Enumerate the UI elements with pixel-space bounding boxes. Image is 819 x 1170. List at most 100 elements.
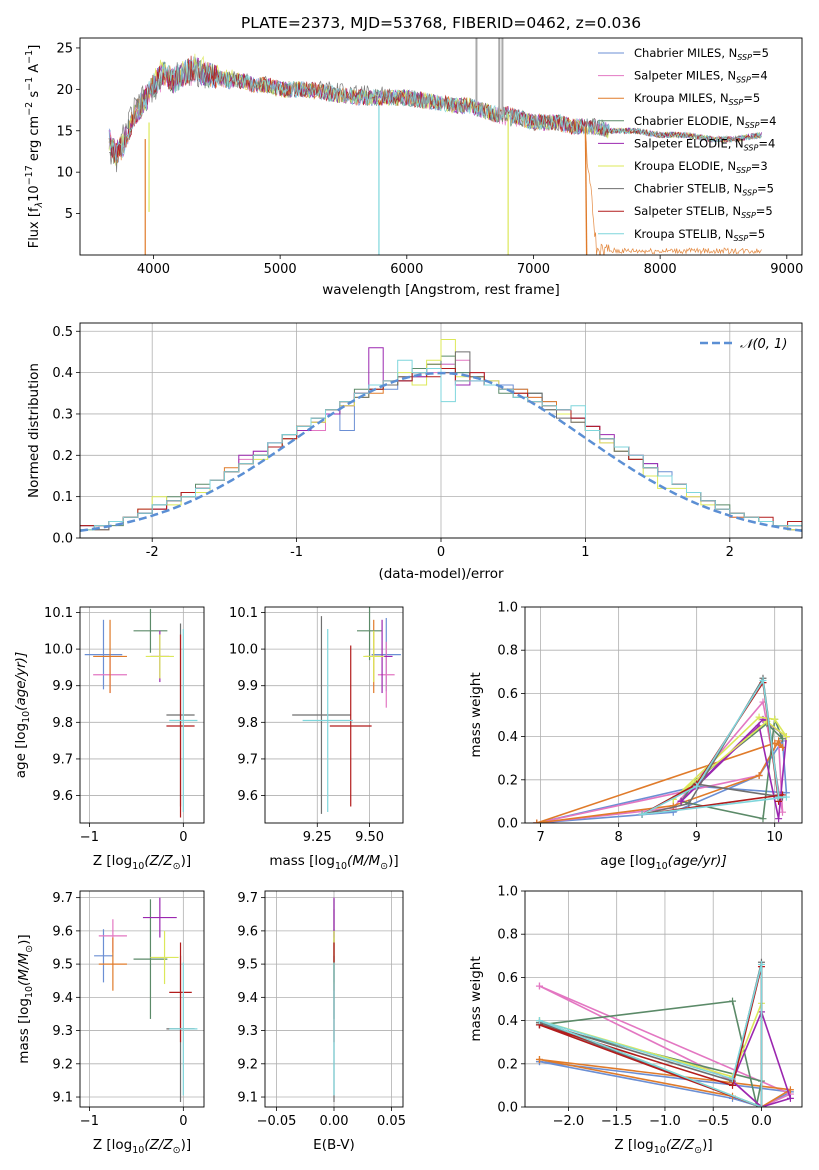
y-tick-label: 0.0: [497, 817, 518, 832]
axes-frame: [79, 37, 803, 256]
x-tick-label: 9.50: [355, 830, 384, 845]
y-tick-label: 10.1: [229, 606, 258, 621]
plus-marker: [729, 997, 737, 1005]
y-tick-label: 9.7: [237, 891, 258, 906]
x-tick-label: −1: [80, 1114, 99, 1129]
y-tick-label: 20: [56, 83, 73, 98]
plus-marker: [782, 733, 790, 741]
y-tick-label: 9.1: [237, 1091, 258, 1106]
y-tick-label: 0.0: [497, 1101, 518, 1116]
y-tick-label: 0.5: [52, 325, 73, 340]
residual-histogram-panel: -2 -1 0 1 2 0.0 0.1 0.2 0.3 0.4 0.5 𝒩(0, 1) (data-mo…: [26, 322, 803, 582]
y-tick-label: 9.8: [52, 716, 73, 731]
x-tick-label: 0.05: [377, 1114, 406, 1129]
plus-marker: [685, 800, 693, 808]
y-tick-label: 9.9: [52, 679, 73, 694]
y-tick-label: 0.8: [497, 644, 518, 659]
plus-marker: [786, 1094, 794, 1102]
spectrum-panel: 4000 5000 6000 7000 8000 9000 5 10 15 20 25 PLATE=2…: [24, 14, 803, 298]
x-tick-label: −1.5: [601, 1114, 633, 1129]
y-tick-label: 9.2: [52, 1057, 73, 1072]
y-tick-label: 9.1: [52, 1091, 73, 1106]
y-tick-label: 9.5: [237, 958, 258, 973]
y-tick-label: 9.6: [237, 789, 258, 804]
y-tick-label: 9.4: [237, 991, 258, 1006]
x-tick-label: 0: [179, 830, 187, 845]
y-tick-label: 9.7: [52, 891, 73, 906]
x-tick-label: 8000: [644, 262, 677, 277]
y-tick-label: 5: [65, 207, 73, 222]
x-tick-label: 4000: [137, 262, 170, 277]
y-axis-label: Flux [fλ10−17 erg cm−2 s−1 A−1]: [24, 45, 45, 249]
plus-marker: [535, 1055, 543, 1063]
x-tick-label: 6000: [390, 262, 423, 277]
axes-frame: [264, 890, 404, 1108]
spectrum-line-8: [108, 59, 762, 161]
mass-weight-vs-metallicity-panel: −2.0 −1.5 −1.0 −0.5 0.0 0.0 0.2 0.4 0.6 0.8 1.0 Z […: [468, 885, 803, 1156]
mass-vs-metallicity-panel: −1 0 9.1 9.2 9.3 9.4 9.5 9.6 9.7 Z [log10(Z/Z⊙)] m…: [16, 890, 205, 1156]
x-axis-label: age [log10(age/yr)]: [600, 853, 726, 872]
legend-entry: Chabrier ELODIE, NSSP=4: [634, 114, 776, 130]
y-tick-label: 0.6: [497, 971, 518, 986]
x-tick-label: 1: [581, 545, 589, 560]
plus-marker: [782, 793, 790, 801]
axes-frame: [79, 322, 803, 539]
y-tick-label: 1.0: [497, 601, 518, 616]
y-tick-label: 0.4: [52, 366, 73, 381]
x-tick-label: 8: [614, 830, 622, 845]
age-vs-mass-panel: 9.25 9.50 9.6 9.7 9.8 9.9 10.0 10.1 mass [log10(…: [229, 606, 404, 872]
y-tick-label: 9.9: [237, 679, 258, 694]
plus-marker: [535, 982, 543, 990]
mass-weight-line-2: [539, 1058, 793, 1107]
y-tick-label: 25: [56, 41, 73, 56]
x-tick-label: −1.0: [649, 1114, 681, 1129]
legend-entry: Kroupa STELIB, NSSP=5: [634, 227, 765, 243]
y-tick-label: 10.0: [229, 643, 258, 658]
plus-marker: [775, 737, 783, 745]
mass-vs-ebv-panel: −0.05 0.00 0.05 9.1 9.2 9.3 9.4 9.5 9.6 9.7 E(B-V): [237, 890, 406, 1153]
plus-marker: [775, 815, 783, 823]
axes-frame: [524, 606, 803, 824]
plus-marker: [757, 1103, 765, 1107]
axes-frame: [264, 606, 404, 824]
x-tick-label: −0.5: [697, 1114, 729, 1129]
y-axis-label: mass weight: [468, 672, 484, 757]
y-tick-label: 9.3: [52, 1024, 73, 1039]
x-tick-label: -2: [146, 545, 159, 560]
legend-entry: Chabrier MILES, NSSP=5: [634, 46, 769, 62]
gaussian-curve: [79, 371, 803, 533]
legend-entry: Salpeter STELIB, NSSP=5: [634, 204, 773, 220]
x-tick-label: −0.05: [257, 1114, 297, 1129]
mass-weight-line-5: [672, 716, 788, 800]
plus-marker: [759, 815, 767, 823]
y-tick-label: 9.4: [52, 991, 73, 1006]
x-axis-label: Z [log10(Z/Z⊙)]: [614, 1137, 712, 1156]
x-tick-label: −2.0: [553, 1114, 585, 1129]
y-tick-label: 9.8: [237, 716, 258, 731]
legend-entry: Salpeter ELODIE, NSSP=4: [634, 136, 775, 152]
plus-marker: [693, 782, 701, 790]
y-tick-label: 10.1: [44, 606, 73, 621]
y-axis-label: mass [log10(M/M⊙)]: [16, 934, 35, 1063]
x-tick-label: 7: [536, 830, 544, 845]
plus-marker: [755, 713, 763, 721]
plus-marker: [755, 771, 763, 779]
y-tick-label: 0.4: [497, 730, 518, 745]
y-axis-label: age [log10(age/yr)]: [13, 652, 32, 778]
x-tick-label: 9000: [770, 262, 803, 277]
y-tick-label: 9.3: [237, 1024, 258, 1039]
mass-weight-line-8: [641, 678, 787, 816]
y-axis-label: Normed distribution: [26, 363, 42, 498]
y-tick-label: 0.2: [497, 1057, 518, 1072]
plus-marker: [759, 676, 767, 684]
mass-weight-line-7: [539, 966, 763, 1107]
mass-weight-line-0: [539, 1060, 794, 1107]
x-tick-label: 10: [766, 830, 783, 845]
x-tick-label: 0: [179, 1114, 187, 1129]
y-tick-label: 9.7: [52, 752, 73, 767]
chart-title: PLATE=2373, MJD=53768, FIBERID=0462, z=0…: [241, 14, 641, 32]
x-tick-label: 5000: [264, 262, 297, 277]
y-tick-label: 0.2: [52, 449, 73, 464]
plus-marker: [729, 1075, 737, 1083]
